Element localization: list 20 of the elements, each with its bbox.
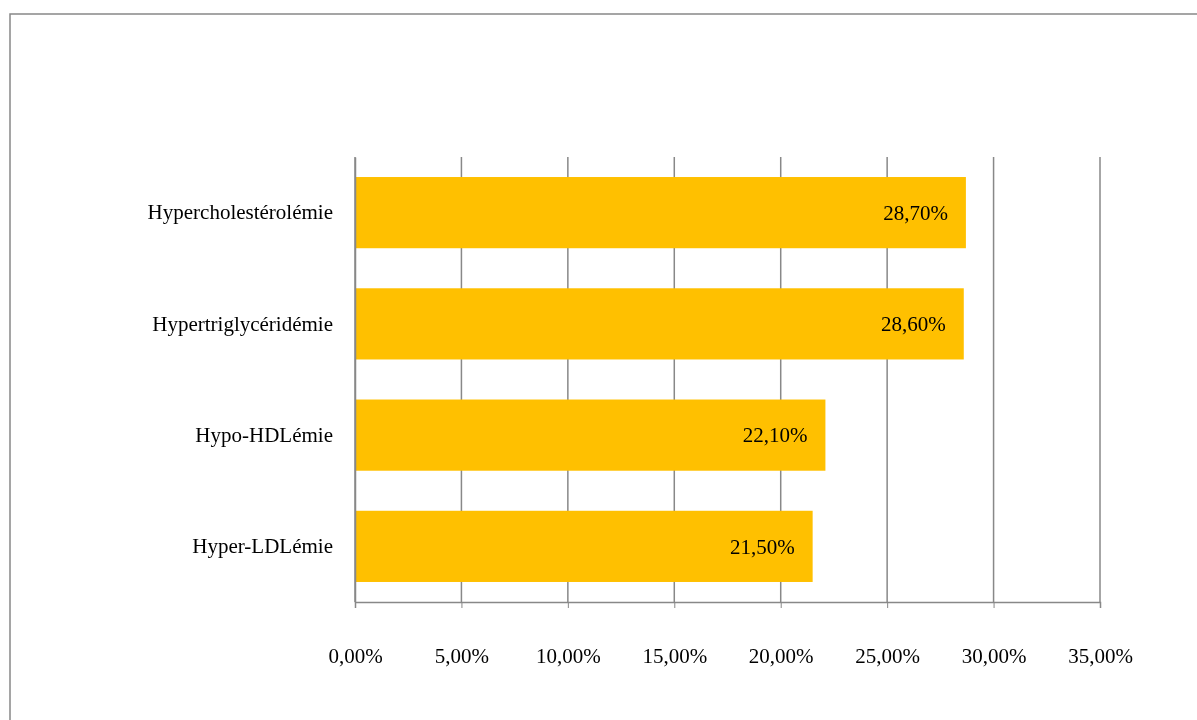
- y-tick-label: Hypertriglycéridémie: [152, 311, 333, 336]
- x-tick-label: 35,00%: [1068, 643, 1133, 668]
- bar: [355, 510, 813, 582]
- y-tick-label: Hypercholestérolémie: [147, 200, 333, 225]
- y-tick-label: Hypo-HDLémie: [195, 422, 333, 447]
- y-tick-label: Hyper-LDLémie: [192, 534, 333, 559]
- x-tick-label: 20,00%: [748, 643, 814, 668]
- x-tick-label: 10,00%: [535, 643, 601, 668]
- bar: [355, 399, 826, 471]
- x-tick-label: 15,00%: [642, 643, 708, 668]
- bar: [355, 177, 966, 249]
- x-tick-label: 5,00%: [434, 643, 490, 668]
- x-tick-label: 30,00%: [961, 643, 1027, 668]
- bar: [355, 288, 964, 360]
- data-label: 28,70%: [883, 200, 948, 225]
- data-label: 28,60%: [881, 312, 946, 337]
- x-tick-label: 25,00%: [855, 643, 921, 668]
- data-label: 22,10%: [742, 423, 808, 448]
- x-tick-label: 0,00%: [328, 643, 383, 668]
- data-label: 21,50%: [729, 534, 795, 559]
